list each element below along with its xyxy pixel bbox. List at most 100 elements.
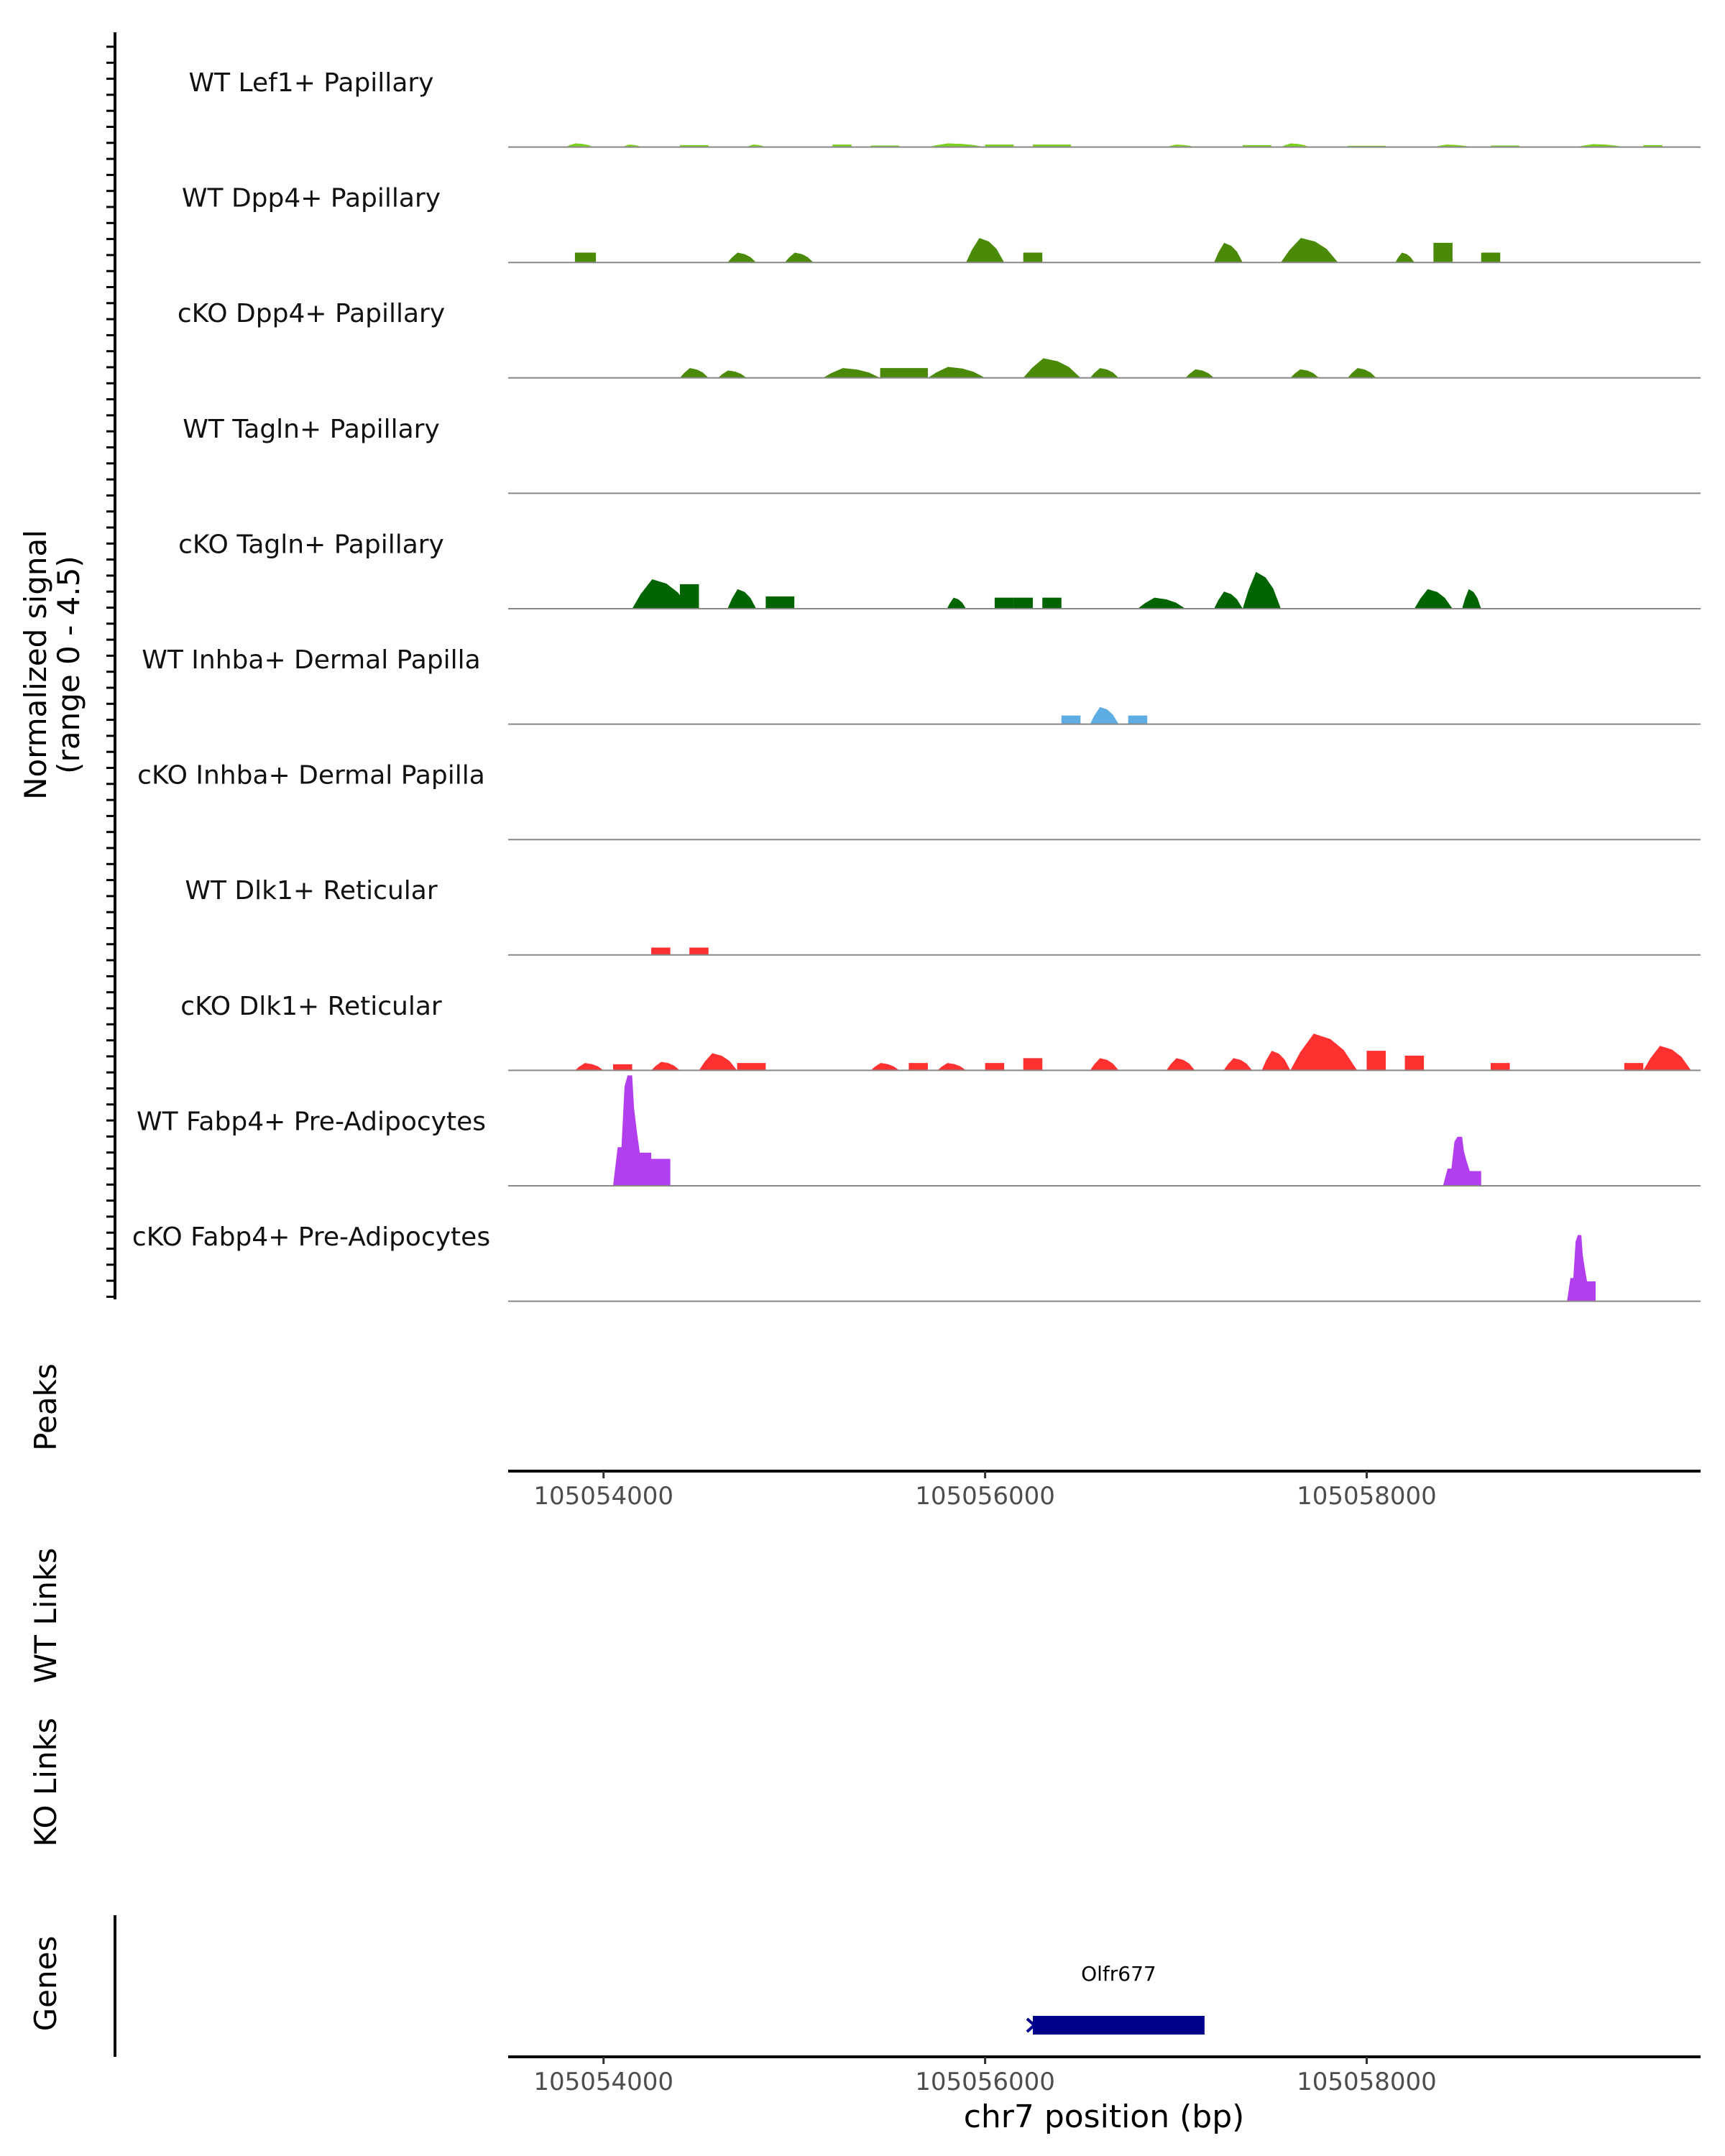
gene-body <box>1032 2016 1205 2035</box>
signal-peak <box>651 947 671 955</box>
signal-peak <box>1395 252 1414 263</box>
track: WT Lef1+ Papillary <box>189 68 1701 148</box>
signal-peak <box>1433 242 1453 263</box>
signal-peak <box>985 1063 1005 1071</box>
signal-peak <box>1214 591 1243 609</box>
gene-annotations: Olfr677 <box>1026 1962 1205 2035</box>
signal-peak <box>1090 706 1119 724</box>
signal-peak <box>1347 368 1376 378</box>
track-label: cKO Inhba+ Dermal Papilla <box>137 761 485 791</box>
y-axis-range: (range 0 - 4.5) <box>51 556 86 774</box>
coverage-tracks: WT Lef1+ Papillary WT Dpp4+ Papillary cKO … <box>132 68 1701 1302</box>
track-label: cKO Dpp4+ Papillary <box>178 299 445 328</box>
signal-peak <box>689 947 709 955</box>
signal-peak <box>1462 589 1481 609</box>
signal-peak <box>927 143 985 147</box>
signal-peak <box>1281 143 1310 147</box>
track-label: WT Inhba+ Dermal Papilla <box>142 645 480 675</box>
signal-peak <box>1576 144 1624 147</box>
signal-peak <box>632 579 690 609</box>
y-axis <box>106 32 116 1299</box>
signal-peak <box>1166 1058 1195 1071</box>
signal-peak <box>1013 597 1033 609</box>
genes-section-label: Genes <box>28 1936 63 2032</box>
track: cKO Inhba+ Dermal Papilla <box>137 761 1701 841</box>
signal-peak <box>727 589 757 609</box>
x-tick-label: 105056000 <box>915 1482 1055 1511</box>
signal-peak <box>1261 1051 1291 1071</box>
signal-peak <box>1366 1051 1386 1071</box>
signal-peak <box>651 1061 680 1071</box>
signal-peak <box>1061 715 1081 724</box>
signal-peak <box>1214 242 1243 263</box>
x-tick-label: 105056000 <box>915 2068 1055 2096</box>
signal-peak <box>612 1064 632 1071</box>
signal-peak <box>937 1063 967 1071</box>
track: WT Tagln+ Papillary <box>183 415 1701 494</box>
genes-x-axis: 105054000 105056000 105058000 <box>508 2055 1701 2096</box>
signal-peak <box>1242 571 1282 609</box>
signal-peak <box>765 596 795 609</box>
signal-peak <box>947 597 967 609</box>
track-label: WT Fabp4+ Pre-Adipocytes <box>137 1107 486 1136</box>
peaks-section-label: Peaks <box>28 1363 63 1451</box>
track-label: cKO Tagln+ Papillary <box>178 530 444 559</box>
signal-peak <box>1090 368 1119 378</box>
track: WT Dlk1+ Reticular <box>185 876 1701 956</box>
signal-peak <box>574 252 597 263</box>
signal-peak <box>822 368 880 378</box>
signal-peak <box>612 1075 652 1186</box>
signal-peak <box>1185 369 1215 378</box>
signal-peak <box>565 143 594 147</box>
wt-links-section-label: WT Links <box>28 1548 63 1683</box>
x-tick-label: 105054000 <box>533 1482 673 1511</box>
signal-peak <box>1443 1136 1481 1186</box>
track-label: cKO Fabp4+ Pre-Adipocytes <box>132 1222 490 1252</box>
signal-peak <box>574 1063 604 1071</box>
track: cKO Dpp4+ Papillary <box>178 299 1701 379</box>
signal-peak <box>1567 1235 1596 1302</box>
x-axis-title: chr7 position (bp) <box>964 2099 1245 2135</box>
signal-peak <box>1128 715 1148 724</box>
signal-peak <box>1481 252 1501 263</box>
signal-peak <box>870 1063 900 1071</box>
track-label: cKO Dlk1+ Reticular <box>180 992 442 1021</box>
signal-peak <box>1281 238 1338 263</box>
x-tick-label: 105054000 <box>533 2068 673 2096</box>
gene-label: Olfr677 <box>1081 1962 1156 1986</box>
signal-peak <box>1290 369 1320 378</box>
peaks-x-axis: 105054000 105056000 105058000 <box>508 1470 1701 1511</box>
signal-peak <box>1491 1063 1510 1071</box>
signal-peak <box>1404 1055 1425 1071</box>
track-label: WT Dlk1+ Reticular <box>185 876 437 906</box>
signal-peak <box>1090 1058 1119 1071</box>
signal-peak <box>1023 252 1043 263</box>
signal-peak <box>737 1063 766 1071</box>
signal-peak <box>994 597 1014 609</box>
track-label: WT Lef1+ Papillary <box>189 68 434 98</box>
signal-peak <box>966 238 1005 263</box>
signal-peak <box>908 1063 928 1071</box>
signal-peak <box>1223 1058 1253 1071</box>
signal-peak <box>1023 1058 1043 1071</box>
track-label: WT Tagln+ Papillary <box>183 415 440 444</box>
y-axis-title: Normalized signal <box>18 530 53 800</box>
signal-peak <box>1290 1033 1358 1071</box>
signal-peak <box>641 1158 671 1186</box>
track: WT Fabp4+ Pre-Adipocytes <box>137 1075 1701 1187</box>
signal-peak <box>927 367 985 378</box>
signal-peak <box>727 252 757 263</box>
signal-peak <box>1042 597 1062 609</box>
signal-peak <box>1643 1046 1691 1071</box>
signal-peak <box>1137 597 1186 609</box>
signal-peak <box>1023 358 1081 378</box>
x-tick-label: 105058000 <box>1297 1482 1437 1511</box>
strand-arrow-icon <box>1026 2017 1036 2033</box>
track: cKO Fabp4+ Pre-Adipocytes <box>132 1222 1701 1302</box>
signal-peak <box>679 584 699 609</box>
track: WT Dpp4+ Papillary <box>182 184 1701 264</box>
signal-peak <box>784 252 814 263</box>
signal-peak <box>699 1053 737 1071</box>
signal-peak <box>679 368 709 378</box>
